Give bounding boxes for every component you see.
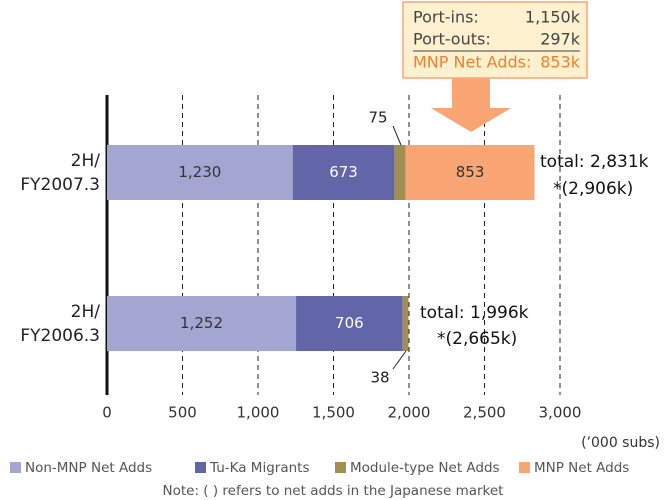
x-tick-label: 2,000 bbox=[388, 404, 431, 422]
value-label: 38 bbox=[370, 369, 389, 387]
bar-segment bbox=[292, 145, 395, 200]
note: Note: ( ) refers to net adds in the Japa… bbox=[163, 483, 504, 499]
callout-label: MNP Net Adds: bbox=[413, 53, 531, 72]
legend-swatch bbox=[519, 462, 530, 473]
bar-segment bbox=[394, 145, 406, 200]
x-tick-label: 1,000 bbox=[237, 404, 280, 422]
value-label: 673 bbox=[329, 163, 358, 181]
x-tick-label: 2,500 bbox=[463, 404, 506, 422]
callout-arrow bbox=[431, 78, 511, 132]
legend-swatch bbox=[10, 462, 21, 473]
leader-line bbox=[392, 350, 407, 370]
bar-segment bbox=[405, 145, 535, 200]
x-tick-label: 1,500 bbox=[312, 404, 355, 422]
bar-segment bbox=[107, 145, 293, 200]
legend-swatch bbox=[335, 462, 346, 473]
callout-value: 853k bbox=[540, 53, 581, 72]
x-unit: (’000 subs) bbox=[581, 435, 660, 451]
callout-value: 297k bbox=[540, 30, 581, 49]
bar-segment bbox=[402, 296, 409, 351]
callout-label: Port-ins: bbox=[413, 8, 479, 27]
x-tick-label: 3,000 bbox=[539, 404, 582, 422]
total-label: *(2,665k) bbox=[437, 329, 517, 349]
callout-label: Port-outs: bbox=[413, 30, 491, 49]
legend-label: MNP Net Adds bbox=[534, 460, 629, 476]
category-label: 2H/ FY2006.3 bbox=[20, 301, 100, 346]
bar-segment bbox=[107, 296, 297, 351]
value-label: 75 bbox=[368, 109, 387, 127]
legend-label: Tu-Ka Migrants bbox=[209, 460, 309, 476]
value-label: 706 bbox=[335, 314, 364, 332]
value-label: 853 bbox=[456, 163, 485, 181]
leader-line bbox=[392, 125, 402, 146]
legend-label: Non-MNP Net Adds bbox=[25, 460, 152, 476]
total-label: *(2,906k) bbox=[553, 179, 633, 199]
callout-value: 1,150k bbox=[525, 8, 581, 27]
legend-label: Module-type Net Adds bbox=[350, 460, 500, 476]
x-tick-label: 500 bbox=[168, 404, 197, 422]
bar-segment bbox=[296, 296, 403, 351]
value-label: 1,230 bbox=[178, 163, 221, 181]
value-label: 1,252 bbox=[180, 314, 223, 332]
category-label: 2H/ FY2007.3 bbox=[20, 150, 100, 195]
total-label: total: 1,996k bbox=[420, 303, 529, 323]
total-label: total: 2,831k bbox=[540, 152, 649, 172]
legend-swatch bbox=[195, 462, 206, 473]
callout-box bbox=[402, 1, 588, 79]
x-tick-label: 0 bbox=[102, 404, 112, 422]
